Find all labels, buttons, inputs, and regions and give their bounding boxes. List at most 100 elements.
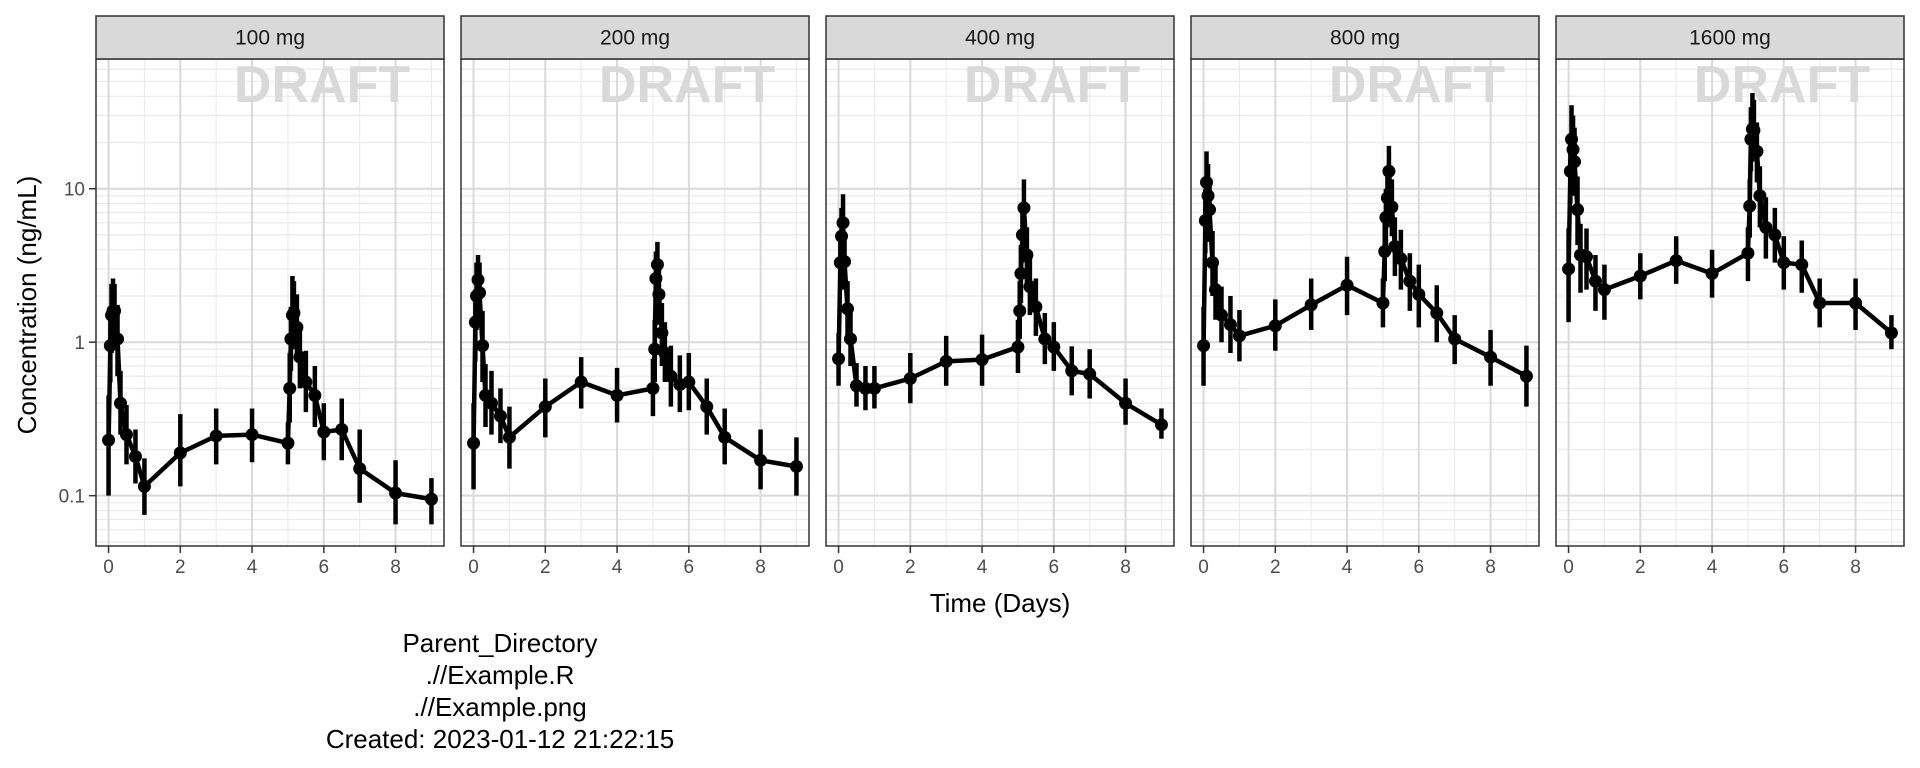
draft-watermark: DRAFT <box>1694 56 1870 114</box>
data-point <box>1268 319 1282 333</box>
x-tick-label: 2 <box>905 557 916 578</box>
data-point <box>1884 326 1898 340</box>
x-tick-label: 0 <box>1198 557 1209 578</box>
draft-watermark: DRAFT <box>1329 56 1505 114</box>
data-point <box>1448 332 1462 346</box>
data-point <box>1633 269 1647 283</box>
data-point <box>1759 220 1773 234</box>
x-tick-label: 8 <box>755 557 766 578</box>
data-point <box>1597 283 1611 297</box>
panel-background <box>96 59 444 546</box>
x-tick-label: 4 <box>247 557 258 578</box>
data-point <box>476 339 490 353</box>
data-point <box>867 381 881 395</box>
data-point <box>1777 256 1791 270</box>
data-point <box>538 400 552 414</box>
data-point <box>119 428 133 442</box>
x-tick-label: 8 <box>390 557 401 578</box>
draft-watermark: DRAFT <box>599 56 775 114</box>
x-tick-label: 0 <box>833 557 844 578</box>
x-tick-label: 4 <box>1342 557 1353 578</box>
panel-background <box>461 59 809 546</box>
data-point <box>1020 248 1034 262</box>
data-point <box>283 381 297 395</box>
facet-strip-label: 1600 mg <box>1689 27 1771 50</box>
data-point <box>1795 258 1809 272</box>
facet-strip <box>825 15 1175 60</box>
data-point <box>650 258 664 272</box>
data-point <box>111 332 125 346</box>
data-point <box>835 229 849 243</box>
panel-background <box>1191 59 1539 546</box>
data-point <box>649 271 663 285</box>
facet-strip <box>1555 15 1905 60</box>
data-point <box>484 396 498 410</box>
data-point <box>1813 296 1827 310</box>
data-point <box>502 430 516 444</box>
caption-directory: Parent_Directory <box>402 628 598 658</box>
x-tick-label: 0 <box>103 557 114 578</box>
data-point <box>858 381 872 395</box>
data-point <box>1017 201 1031 215</box>
x-tick-label: 8 <box>1120 557 1131 578</box>
x-tick-label: 6 <box>1779 557 1790 578</box>
data-point <box>1214 308 1228 322</box>
data-point <box>468 315 482 329</box>
data-point <box>841 302 855 316</box>
data-point <box>1304 298 1318 312</box>
data-point <box>102 433 116 447</box>
data-point <box>1768 228 1782 242</box>
x-tick-label: 6 <box>1049 557 1060 578</box>
data-point <box>389 486 403 500</box>
data-point <box>290 320 304 334</box>
data-point <box>1154 418 1168 432</box>
facet-panel-1: DRAFT 100 mg 0 2 4 6 8 0.1 1 10 <box>59 15 445 578</box>
data-point <box>1568 155 1582 169</box>
data-point <box>1013 304 1027 318</box>
x-tick-label: 2 <box>1635 557 1646 578</box>
data-point <box>284 332 298 346</box>
y-tick-label: 1 <box>74 333 85 354</box>
data-point <box>1047 340 1061 354</box>
data-point <box>832 352 846 366</box>
data-point <box>658 346 672 360</box>
data-point <box>574 375 588 389</box>
facet-strip-label: 100 mg <box>235 27 305 50</box>
data-point <box>1565 132 1579 146</box>
data-point <box>281 436 295 450</box>
data-point <box>1209 283 1223 297</box>
data-point <box>1376 296 1390 310</box>
x-tick-label: 4 <box>1707 557 1718 578</box>
data-point <box>1579 250 1593 264</box>
data-point <box>718 430 732 444</box>
caption-output: .//Example.png <box>413 692 587 722</box>
data-point <box>1430 306 1444 320</box>
data-point <box>1015 228 1029 242</box>
data-point <box>1519 369 1533 383</box>
data-point <box>1011 340 1025 354</box>
data-point <box>1753 189 1767 203</box>
data-point <box>471 273 485 287</box>
data-point <box>789 459 803 473</box>
data-point <box>1197 339 1211 353</box>
data-point <box>664 369 678 383</box>
data-point <box>1747 123 1761 137</box>
caption-created: Created: 2023-01-12 21:22:15 <box>325 724 675 754</box>
data-point <box>646 381 660 395</box>
data-point <box>1741 246 1755 260</box>
data-point <box>1119 396 1133 410</box>
data-point <box>209 429 223 443</box>
facet-strip <box>95 15 445 60</box>
data-point <box>648 342 662 356</box>
draft-watermark: DRAFT <box>964 56 1140 114</box>
data-point <box>903 371 917 385</box>
data-point <box>1382 164 1396 178</box>
x-tick-label: 8 <box>1485 557 1496 578</box>
data-point <box>1029 300 1043 314</box>
data-point <box>335 422 349 436</box>
facet-strip-label: 800 mg <box>1330 27 1400 50</box>
data-point <box>108 304 122 318</box>
data-point <box>317 425 331 439</box>
